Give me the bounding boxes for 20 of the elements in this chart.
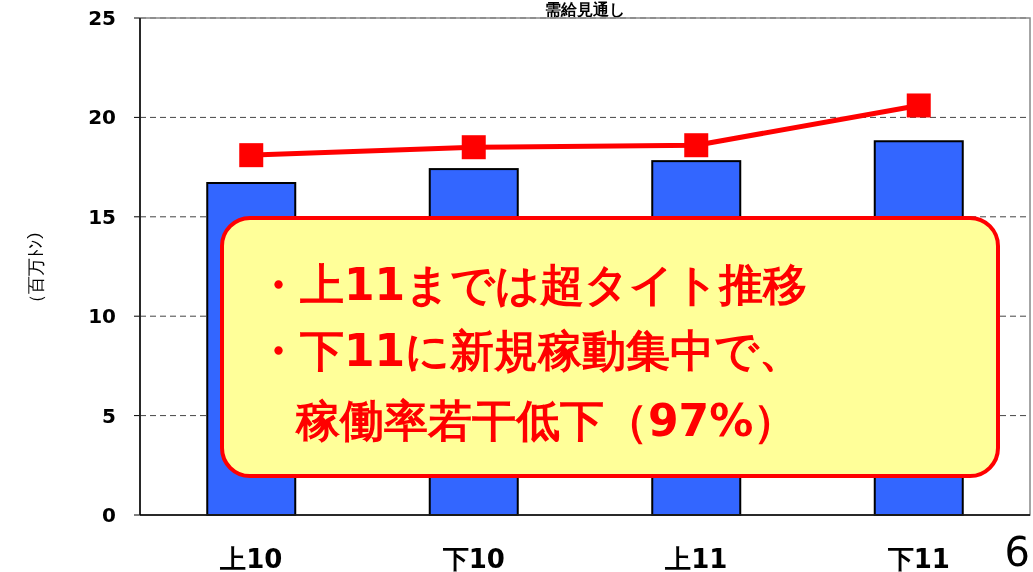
annotation: ・下11に新規稼動集中で、 [256,325,804,376]
annotation: 稼働率若干低下（97%） [295,395,798,446]
annotation: ・上11までは超タイト推移 [256,259,808,310]
y-tick-label: 5 [102,403,116,428]
y-tick-label: 25 [88,6,116,30]
text: 6 [1004,529,1030,572]
point [461,135,486,160]
y-tick-label: 0 [102,503,116,527]
point [239,143,264,168]
y-tick-label: 20 [88,105,116,130]
y-tick-label: 15 [88,204,116,229]
point [906,93,931,118]
x-tick-label: 下11 [886,544,950,572]
x-tick-label: 上10 [219,544,283,572]
chart-title: 需給見通し [545,0,625,19]
y-tick-label: 10 [88,304,116,329]
x-tick-label: 上11 [664,544,728,572]
x-tick-label: 下10 [441,544,505,572]
point [684,133,709,158]
y-axis-title: （百万ﾄﾝ） [25,221,46,312]
